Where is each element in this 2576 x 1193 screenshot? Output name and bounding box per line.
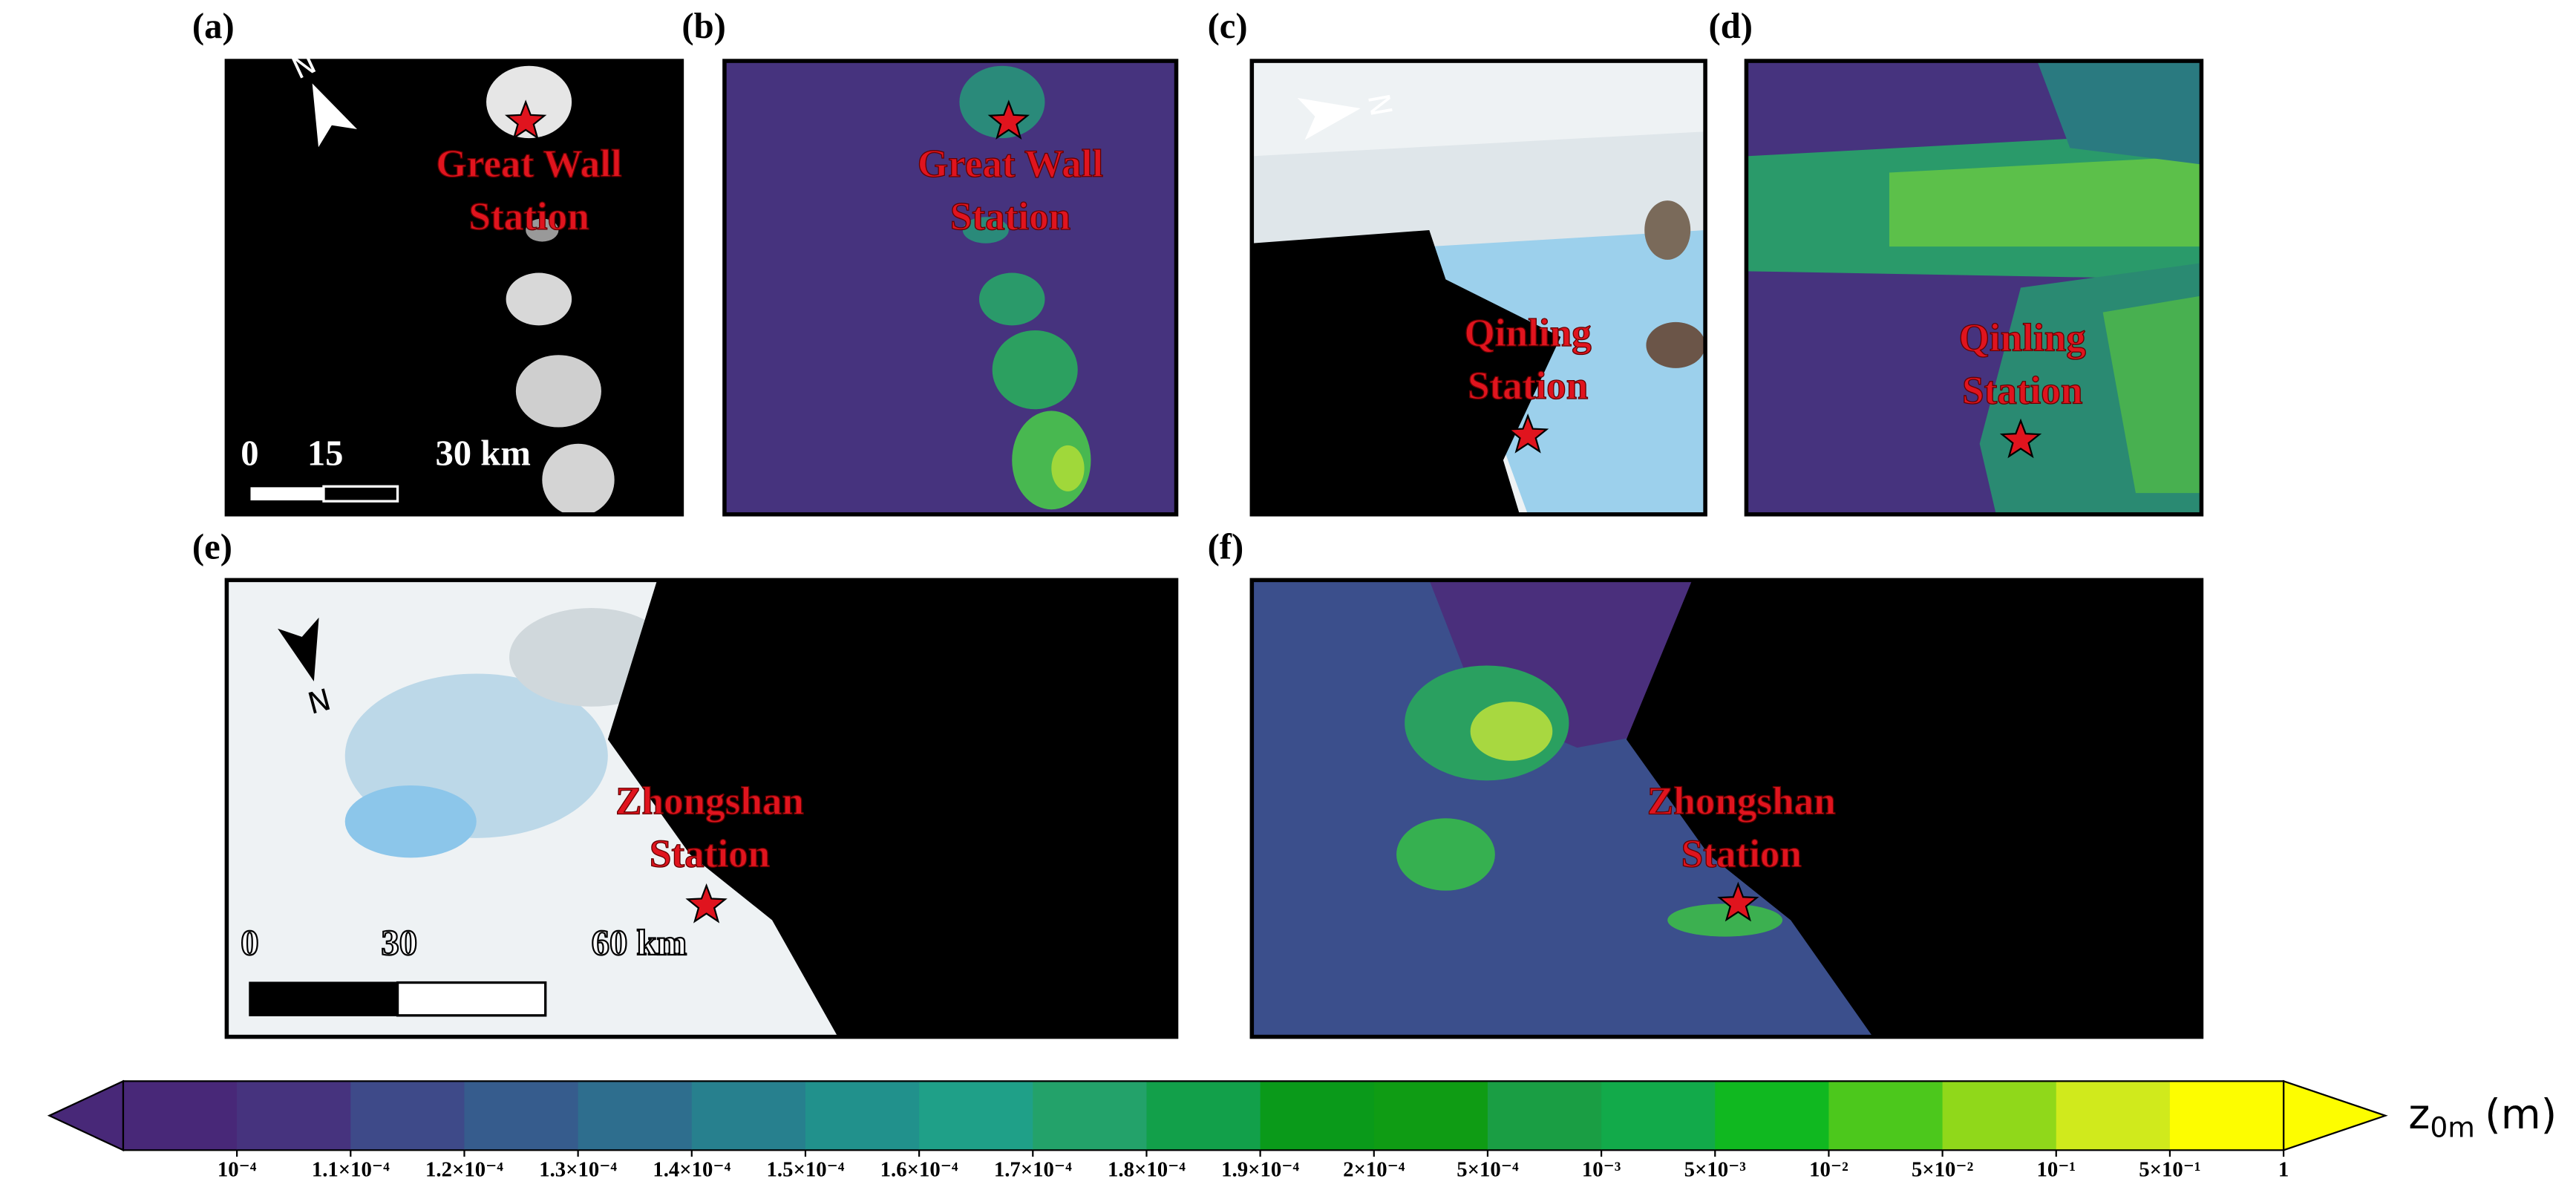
- colorbar-extend: [47, 1079, 125, 1152]
- north-arrow: N: [1297, 91, 1398, 140]
- panel-frame: [224, 578, 1179, 1039]
- scale-bar: [249, 981, 399, 1016]
- colorbar-segment: [1715, 1081, 1830, 1151]
- station-star: [987, 99, 1030, 140]
- station-label: Station: [650, 833, 770, 876]
- tick-label: 1.4×10⁻⁴: [653, 1158, 730, 1182]
- colorbar-segment: [2169, 1081, 2284, 1151]
- tick-label: 1.2×10⁻⁴: [425, 1158, 503, 1182]
- colorbar-segment: [1373, 1081, 1488, 1151]
- station-label: Great Wall: [918, 143, 1103, 186]
- tick-label: 2×10⁻⁴: [1343, 1158, 1405, 1182]
- tick-label: 5×10⁻¹: [2139, 1158, 2200, 1182]
- colorbar-segment: [1033, 1081, 1148, 1151]
- map-image: [724, 61, 1177, 514]
- scale-label: 0: [241, 923, 258, 963]
- scale-bar: [249, 486, 325, 503]
- scale-label: 30 km: [435, 434, 530, 474]
- station-label: Great Wall: [436, 143, 621, 186]
- station-label: Qinling: [1464, 312, 1592, 355]
- station-label: Zhongshan: [615, 780, 804, 823]
- tick-label: 1.1×10⁻⁴: [312, 1158, 390, 1182]
- panel-label: (d): [1709, 6, 1753, 46]
- station-star: [1717, 881, 1759, 922]
- colorbar-segment: [1487, 1081, 1602, 1151]
- colorbar-segment: [1828, 1081, 1944, 1151]
- scale-label: 15: [307, 434, 344, 474]
- tick-label: 5×10⁻⁴: [1457, 1158, 1519, 1182]
- map-image: [226, 580, 1177, 1037]
- panel-frame: [722, 59, 1179, 517]
- map-image: [1746, 61, 2202, 514]
- tick-label: 1.5×10⁻⁴: [767, 1158, 845, 1182]
- map-image: [1252, 61, 1706, 514]
- tick-label: 1.8×10⁻⁴: [1108, 1158, 1186, 1182]
- tick-label: 1.3×10⁻⁴: [539, 1158, 617, 1182]
- colorbar-segment: [350, 1081, 465, 1151]
- arrow-head: [278, 617, 319, 682]
- colorbar-segment: [919, 1081, 1033, 1151]
- colorbar-title-unit: (m): [2485, 1091, 2557, 1139]
- tick-label: 10⁻²: [1809, 1158, 1848, 1182]
- tick-label: 10⁻⁴: [218, 1158, 257, 1182]
- scale-label: 0: [241, 434, 258, 474]
- tick-label: 10⁻³: [1582, 1158, 1621, 1182]
- panel-label: (b): [681, 6, 726, 46]
- panel-label: (e): [192, 527, 232, 567]
- colorbar-segment: [237, 1081, 351, 1151]
- panel-frame: [1744, 59, 2204, 517]
- station-star: [1506, 413, 1549, 454]
- panel-frame: [1249, 59, 1707, 517]
- scale-label: 60 km: [592, 923, 687, 963]
- station-star: [1999, 418, 2042, 459]
- colorbar-segment: [805, 1081, 920, 1151]
- overlay: (a) Great Wall Station N 0 15 30 km (b) Great Wa…: [47, 6, 2557, 1182]
- colorbar-segment: [1942, 1081, 2057, 1151]
- station-label: Station: [1468, 365, 1588, 408]
- colorbar-segment: [1260, 1081, 1375, 1151]
- station-star: [504, 99, 547, 140]
- tick-label: 1: [2278, 1158, 2289, 1182]
- station-label: Station: [1681, 833, 1802, 876]
- scale-bar: [322, 485, 399, 503]
- station-label: Station: [468, 195, 589, 238]
- panel-label: (a): [192, 6, 235, 46]
- arrow-head: [1297, 97, 1361, 140]
- colorbar-segment: [2056, 1081, 2171, 1151]
- colorbar-segment: [122, 1081, 238, 1151]
- colorbar-segment: [578, 1081, 693, 1151]
- colorbar-title-sub: 0m: [2430, 1111, 2475, 1143]
- tick-label: 5×10⁻³: [1684, 1158, 1747, 1182]
- colorbar-frame: [122, 1080, 2285, 1151]
- colorbar-segment: [691, 1081, 806, 1151]
- panel-label: (c): [1208, 6, 1248, 46]
- panel-frame: [224, 59, 684, 517]
- map-image: [1252, 580, 2202, 1037]
- station-label: Qinling: [1959, 317, 2087, 360]
- tick-label: 1.9×10⁻⁴: [1221, 1158, 1299, 1182]
- scale-label: 30: [381, 923, 417, 963]
- colorbar-title: z0m (m): [2408, 1091, 2557, 1143]
- map-image: [226, 61, 682, 514]
- panel-label: (f): [1208, 527, 1244, 567]
- colorbar-title-main: z: [2408, 1091, 2430, 1139]
- colorbar-segment: [464, 1081, 579, 1151]
- panel-frame: [1249, 578, 2204, 1039]
- tick-label: 5×10⁻²: [1912, 1158, 1973, 1182]
- scale-bar: [396, 981, 547, 1017]
- tick-label: 1.6×10⁻⁴: [880, 1158, 958, 1182]
- station-label: Station: [1962, 369, 2082, 412]
- station-label: Zhongshan: [1647, 780, 1836, 823]
- arrow-head: [312, 83, 358, 148]
- tick-label: 10⁻¹: [2036, 1158, 2076, 1182]
- colorbar-segment: [1146, 1081, 1261, 1151]
- colorbar-segment: [1601, 1081, 1716, 1151]
- tick-label: 1.7×10⁻⁴: [994, 1158, 1072, 1182]
- colorbar-extend: [2282, 1079, 2388, 1151]
- station-star: [685, 883, 728, 924]
- station-label: Station: [950, 195, 1070, 238]
